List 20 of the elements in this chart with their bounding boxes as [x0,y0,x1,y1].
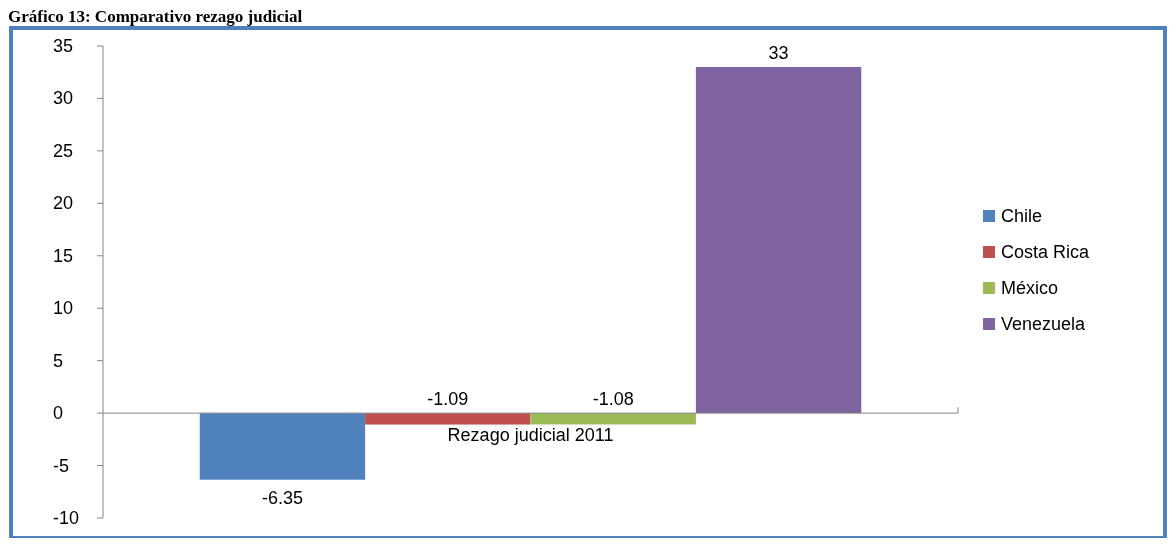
y-tick-label: 25 [53,140,74,161]
legend-label: Venezuela [1001,314,1087,334]
legend-label: Chile [1001,206,1043,226]
legend-label: México [1001,278,1059,298]
y-tick-label: -5 [53,455,70,476]
data-label: -1.09 [427,389,469,410]
y-tick-label: -10 [53,508,80,528]
y-tick-label: 35 [53,36,74,56]
data-label: -6.35 [261,487,303,508]
legend-label: Costa Rica [1001,242,1091,262]
x-tick-label: Rezago judicial 2011 [447,425,614,446]
y-tick-label: 20 [53,193,74,214]
y-tick-label: 0 [53,403,64,424]
data-label: -1.08 [592,389,634,410]
chart-title: Gráfico 13: Comparativo rezago judicial [8,7,303,26]
y-tick-label: 5 [53,350,64,371]
y-tick-label: 15 [53,245,74,266]
data-label: 33 [768,42,789,63]
y-tick-label: 10 [53,298,74,319]
y-tick-label: 30 [53,88,74,109]
